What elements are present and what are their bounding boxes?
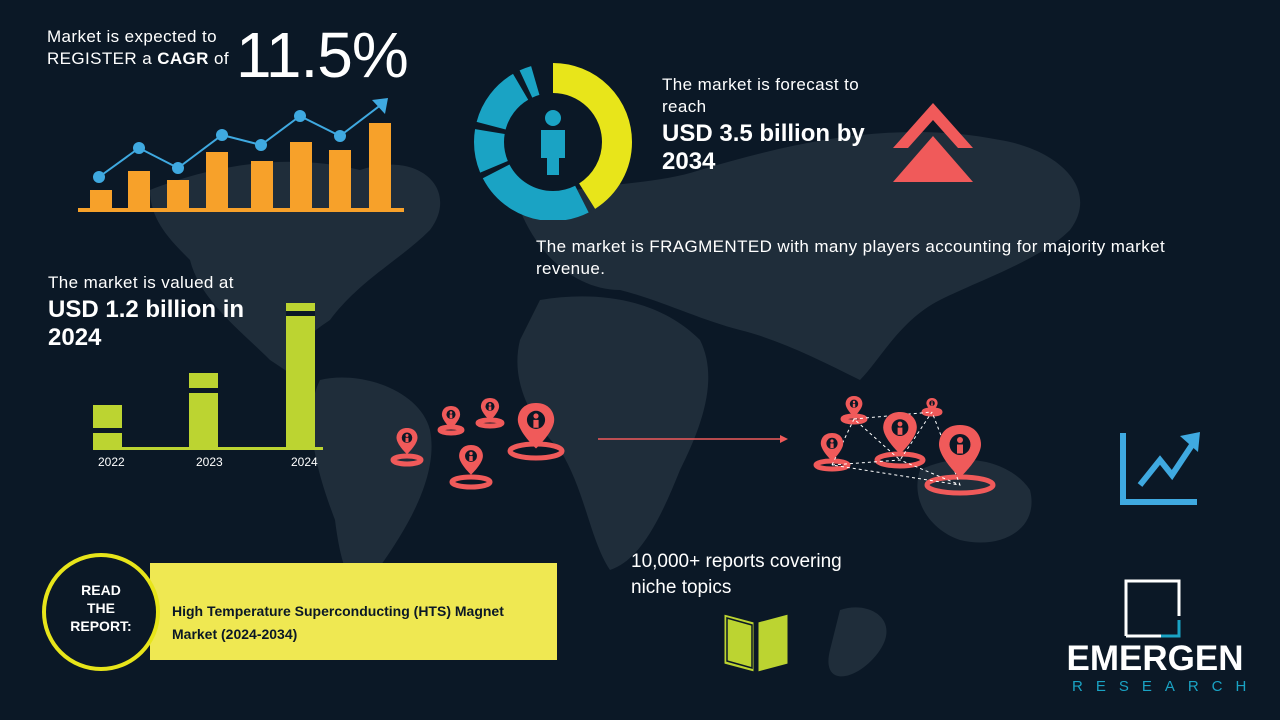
read-report-badge[interactable]: READ THE REPORT: — [42, 553, 160, 671]
reports-text: 10,000+ reports covering niche topics — [631, 551, 842, 598]
report-title[interactable]: High Temperature Superconducting (HTS) M… — [172, 603, 504, 642]
valued-label: The market is valued at — [48, 273, 234, 292]
bar-2023 — [189, 373, 218, 448]
year-label-2024: 2024 — [291, 455, 318, 469]
forecast-block: The market is forecast to reach USD 3.5 … — [662, 74, 892, 176]
cagr-suffix: of — [208, 49, 229, 68]
forecast-label: The market is forecast to reach — [662, 75, 860, 116]
open-book-icon — [723, 613, 789, 673]
valued-block: The market is valued at USD 1.2 billion … — [48, 272, 288, 352]
logo-name: EMERGEN — [1066, 639, 1244, 678]
logo-sub: RESEARCH — [1072, 678, 1260, 695]
badge-line2: THE — [87, 600, 115, 616]
double-chevron-up-icon — [893, 103, 973, 182]
cagr-prefix: REGISTER a — [47, 49, 158, 68]
emergen-logo-icon — [1124, 579, 1181, 638]
cagr-line1: Market is expected to — [47, 27, 217, 46]
valued-value: USD 1.2 billion in 2024 — [48, 296, 245, 351]
bar-2022 — [93, 405, 122, 448]
cagr-bold: CAGR — [157, 49, 209, 68]
report-banner[interactable]: High Temperature Superconducting (HTS) M… — [150, 563, 557, 660]
bar-2024 — [286, 303, 315, 448]
forecast-value: USD 3.5 billion by 2034 — [662, 120, 865, 175]
cagr-label: Market is expected to REGISTER a CAGR of — [47, 26, 229, 70]
emergen-logo: EMERGEN RESEARCH — [1060, 578, 1250, 695]
fragmented-text: The market is FRAGMENTED with many playe… — [536, 237, 1166, 278]
location-pins-network — [390, 396, 996, 496]
badge-line1: READ — [81, 582, 121, 598]
year-label-2022: 2022 — [98, 455, 125, 469]
trend-up-icon — [1120, 432, 1200, 505]
cagr-line2: REGISTER a CAGR of — [47, 48, 229, 70]
year-bar-chart — [93, 303, 323, 450]
growth-chart-icon — [78, 98, 404, 212]
donut-person-icon — [474, 63, 632, 220]
year-label-2023: 2023 — [196, 455, 223, 469]
badge-line3: REPORT: — [70, 618, 132, 634]
cagr-value: 11.5% — [236, 19, 409, 91]
